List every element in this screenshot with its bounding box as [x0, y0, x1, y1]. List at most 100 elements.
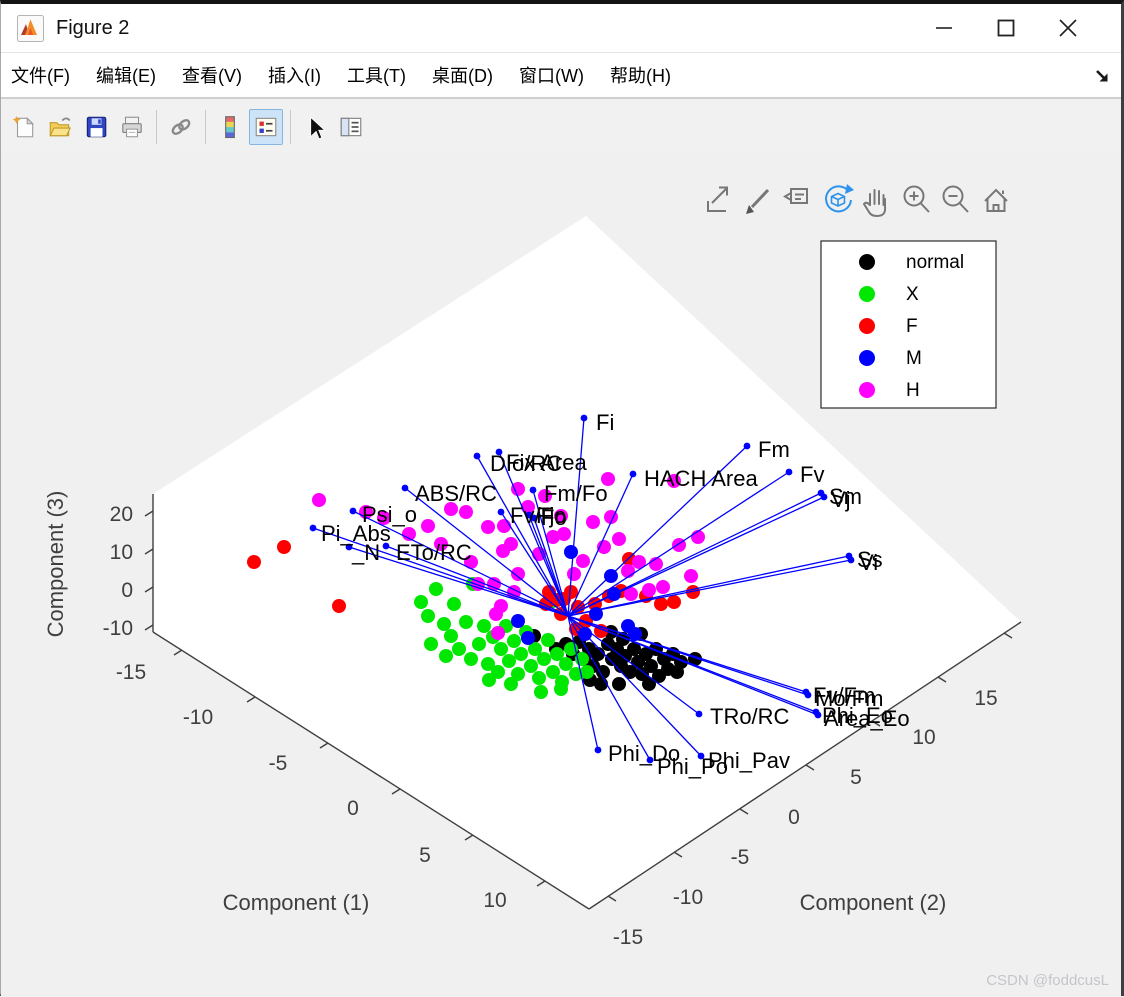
- x-tick: [246, 696, 256, 703]
- scatter-point: [627, 642, 641, 656]
- open-file-button[interactable]: [43, 109, 77, 145]
- biplot-label: Fv: [800, 462, 824, 487]
- legend-label-normal: normal: [906, 252, 964, 273]
- menu-item-view[interactable]: 查看(V): [181, 66, 242, 86]
- z-tick: [144, 548, 154, 555]
- scatter-point: [497, 519, 511, 533]
- pan-icon[interactable]: [862, 189, 887, 218]
- save-figure-button[interactable]: [79, 109, 113, 145]
- axes-toolbar: [707, 184, 1008, 218]
- x-tick-label: -15: [116, 661, 146, 684]
- x-tick-label: -10: [183, 706, 213, 729]
- scatter-point: [414, 595, 428, 609]
- z-tick-label: 20: [110, 503, 133, 526]
- scatter-point: [564, 545, 578, 559]
- menu-item-insert[interactable]: 插入(I): [267, 66, 321, 86]
- biplot-vector: [567, 615, 809, 696]
- scatter-point: [691, 530, 705, 544]
- scatter-point: [481, 657, 495, 671]
- scatter-point: [546, 530, 560, 544]
- biplot-label: TRo/RC: [710, 704, 790, 729]
- scatter-point: [459, 615, 473, 629]
- scatter-point: [511, 482, 525, 496]
- link-plot-button[interactable]: [164, 109, 198, 145]
- figure-canvas[interactable]: -15 -10 -5 0 5 10 Component (1) 15 10 5 0 -5 -10 -15 C…: [1, 152, 1121, 997]
- print-figure-button[interactable]: [115, 109, 149, 145]
- scatter-point: [567, 567, 581, 581]
- scatter-point: [464, 555, 478, 569]
- biplot-label: Mo/Fm: [815, 686, 883, 711]
- insert-colorbar-button[interactable]: [213, 109, 247, 145]
- edit-plot-cursor-button[interactable]: [298, 109, 332, 145]
- biplot-vector-endpoint: [695, 710, 703, 718]
- datatips-icon[interactable]: [783, 188, 808, 204]
- scatter-point: [601, 472, 615, 486]
- new-figure-button[interactable]: [7, 109, 41, 145]
- scatter-point: [632, 555, 646, 569]
- restore-view-icon[interactable]: [984, 188, 1008, 212]
- zoom-in-icon[interactable]: [903, 185, 930, 213]
- insert-legend-button[interactable]: [249, 108, 283, 145]
- biplot-vector-endpoint: [847, 556, 855, 564]
- biplot-label: Fv/Fo: [510, 503, 566, 528]
- biplot-vector-endpoint: [349, 507, 357, 515]
- y-tick: [1003, 632, 1013, 639]
- x-tick: [536, 880, 546, 887]
- y-axis-title: Component (2): [800, 890, 947, 915]
- scatter-point: [477, 619, 491, 633]
- biplot-vector: [567, 615, 700, 715]
- menu-item-tools[interactable]: 工具(T): [346, 66, 406, 86]
- scatter-point: [642, 677, 656, 691]
- scatter-point: [580, 665, 594, 679]
- scatter-point: [635, 667, 649, 681]
- menu-item-help[interactable]: 帮助(H): [609, 66, 671, 86]
- biplot-label: ETo/RC: [396, 540, 472, 565]
- zoom-out-icon[interactable]: [942, 185, 969, 213]
- export-icon[interactable]: [707, 186, 728, 212]
- y-tick: [673, 851, 683, 858]
- axis-line: [152, 631, 590, 910]
- scatter-point: [494, 642, 508, 656]
- scatter-point: [332, 599, 346, 613]
- biplot-label: Psi_o: [362, 502, 417, 527]
- rotate-3d-icon[interactable]: [825, 184, 854, 213]
- biplot-vector: [352, 510, 569, 617]
- biplot-3d[interactable]: -15 -10 -5 0 5 10 Component (1) 15 10 5 0 -5 -10 -15 C…: [1, 152, 1121, 997]
- x-tick-label: 5: [419, 844, 431, 867]
- z-tick-label: 0: [121, 579, 133, 602]
- figure-palette-button[interactable]: [334, 109, 368, 145]
- biplot-vector: [533, 517, 569, 617]
- insert-colorbar-icon: [225, 115, 235, 138]
- legend-label-X: X: [906, 284, 919, 305]
- biplot-vector-endpoint: [820, 493, 828, 501]
- biplot-vector-endpoint: [804, 691, 812, 699]
- legend-label-F: F: [906, 316, 918, 337]
- toolbar-separator: [205, 109, 206, 144]
- close-button[interactable]: [1037, 4, 1099, 52]
- menu-item-desktop[interactable]: 桌面(D): [431, 66, 493, 86]
- figure-palette-icon: [340, 117, 362, 136]
- y-tick-label: 10: [912, 726, 935, 749]
- brush-icon[interactable]: [746, 188, 770, 214]
- biplot-vector-endpoint: [743, 442, 751, 450]
- menu-item-edit[interactable]: 编辑(E): [95, 66, 156, 86]
- scatter-point: [504, 537, 518, 551]
- maximize-button[interactable]: [975, 4, 1037, 52]
- biplot-vector-endpoint: [697, 752, 705, 760]
- scatter-point: [612, 677, 626, 691]
- y-tick-label: -5: [731, 846, 750, 869]
- biplot-label: Pi_Abs: [321, 521, 391, 546]
- toolbar-separator: [290, 109, 291, 144]
- minimize-button[interactable]: [913, 4, 975, 52]
- x-tick: [319, 742, 329, 749]
- close-icon: [1059, 19, 1077, 37]
- scatter-point: [444, 502, 458, 516]
- biplot-vector-endpoint: [594, 746, 602, 754]
- menu-item-file[interactable]: 文件(F): [11, 66, 70, 86]
- y-tick-label: -15: [613, 926, 643, 949]
- biplot-vector-endpoint: [629, 470, 637, 478]
- scatter-point: [569, 667, 583, 681]
- dock-figure-icon[interactable]: [1093, 67, 1113, 87]
- menu-item-window[interactable]: 窗口(W): [518, 66, 584, 86]
